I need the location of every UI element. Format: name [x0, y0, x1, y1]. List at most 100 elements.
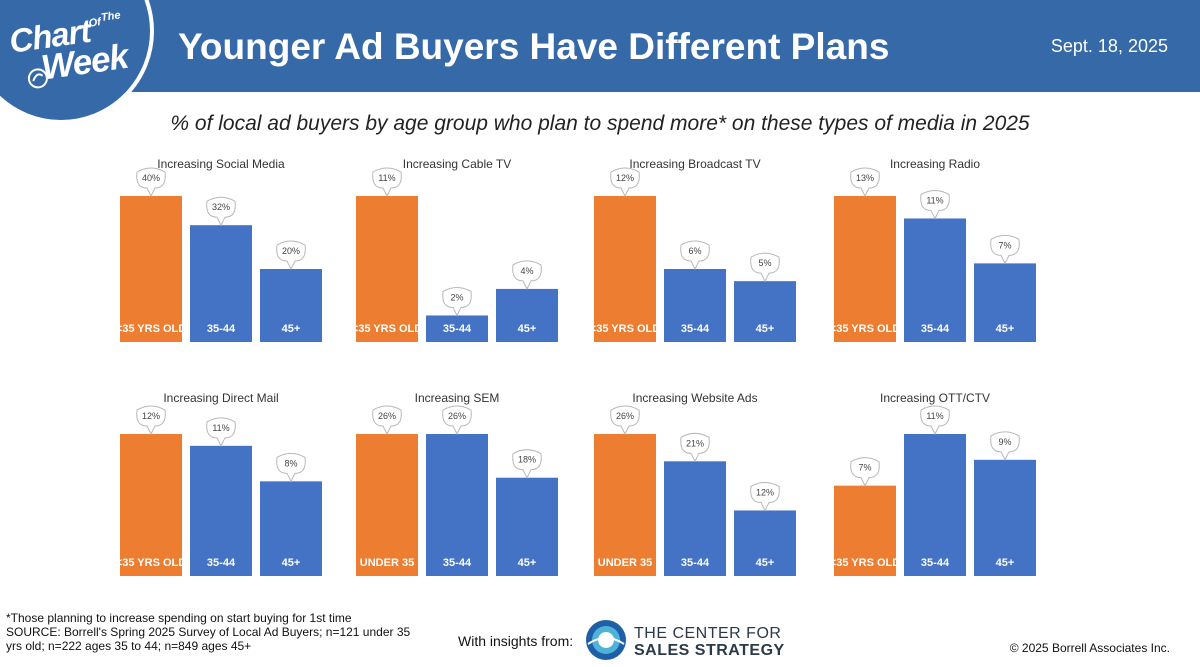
copyright: © 2025 Borrell Associates Inc.	[1009, 641, 1170, 655]
bar-category-label: 45+	[518, 557, 537, 569]
header-bar	[0, 0, 1200, 92]
value-callout	[990, 431, 1020, 461]
bar	[974, 459, 1036, 576]
bar-category-label: 35-44	[921, 557, 950, 569]
bar-category-label: 45+	[756, 557, 775, 569]
bar-category-label: 45+	[282, 557, 301, 569]
value-label: 26%	[616, 411, 634, 421]
footnote: *Those planning to increase spending on …	[6, 611, 426, 653]
bar-category-label: <35 YRS OLD	[830, 323, 900, 335]
bar-category-label: 35-44	[681, 557, 710, 569]
value-label: 18%	[518, 455, 536, 465]
value-callout	[442, 405, 472, 436]
value-label: 26%	[448, 411, 466, 421]
panel-title: Increasing Broadcast TV	[629, 157, 760, 171]
value-label: 26%	[378, 411, 396, 421]
bar	[426, 315, 488, 342]
bar-category-label: 45+	[756, 323, 775, 335]
bar-category-label: 35-44	[443, 557, 472, 569]
publish-date: Sept. 18, 2025	[1050, 36, 1168, 56]
value-label: 21%	[686, 438, 704, 448]
bar-category-label: UNDER 35	[360, 557, 414, 569]
value-callout	[372, 167, 402, 198]
partner-name-line1: THE CENTER FOR	[634, 625, 782, 642]
bar-category-label: <35 YRS OLD	[116, 323, 186, 335]
bar	[834, 485, 896, 576]
value-label: 11%	[926, 195, 943, 205]
value-callout	[442, 286, 472, 317]
bar	[904, 434, 966, 576]
bar	[120, 196, 182, 342]
panel-title: Increasing SEM	[415, 391, 500, 405]
bar-category-label: 35-44	[207, 557, 236, 569]
bar	[356, 434, 418, 576]
value-callout	[512, 260, 542, 291]
value-callout	[680, 240, 710, 271]
bar	[904, 218, 966, 342]
bar-category-label: 45+	[996, 323, 1015, 335]
value-label: 11%	[212, 423, 229, 433]
bar-category-label: <35 YRS OLD	[830, 557, 900, 569]
sales-strategy-logo-icon	[586, 620, 626, 660]
value-callout	[206, 417, 236, 447]
bar	[260, 269, 322, 342]
bar	[426, 434, 488, 576]
bar-category-label: UNDER 35	[598, 557, 652, 569]
panel-title: Increasing Social Media	[157, 157, 285, 171]
value-callout	[850, 457, 880, 487]
value-callout	[920, 405, 950, 436]
partner-name-line2: SALES STRATEGY	[634, 642, 785, 659]
bar	[594, 434, 656, 576]
value-label: 7%	[858, 463, 871, 473]
footnote-asterisk: *Those planning to increase spending on …	[6, 611, 352, 625]
value-label: 8%	[284, 458, 297, 468]
value-callout	[372, 405, 402, 436]
bar	[734, 510, 796, 576]
bar-category-label: 45+	[996, 557, 1015, 569]
bar	[594, 196, 656, 342]
bar	[664, 461, 726, 576]
value-label: 12%	[756, 487, 774, 497]
value-callout	[680, 432, 710, 463]
value-callout	[920, 189, 950, 220]
panel-title: Increasing OTT/CTV	[880, 391, 990, 405]
bar	[496, 288, 558, 342]
value-label: 2%	[450, 292, 463, 302]
bar-category-label: 45+	[282, 323, 301, 335]
panel-title: Increasing Direct Mail	[163, 391, 278, 405]
panel-title: Increasing Cable TV	[403, 157, 512, 171]
value-callout	[850, 167, 880, 198]
value-label: 9%	[998, 437, 1011, 447]
bar	[120, 434, 182, 576]
panel-title: Increasing Website Ads	[632, 391, 757, 405]
value-label: 12%	[142, 411, 160, 421]
bar	[734, 281, 796, 342]
bar-category-label: <35 YRS OLD	[116, 557, 186, 569]
footnote-source: SOURCE: Borrell's Spring 2025 Survey of …	[6, 625, 411, 653]
bar-category-label: 35-44	[681, 323, 710, 335]
value-label: 7%	[998, 240, 1011, 250]
value-callout	[136, 405, 166, 436]
value-label: 20%	[282, 246, 300, 256]
bar	[190, 225, 252, 342]
bar-category-label: 45+	[518, 323, 537, 335]
bar-category-label: 35-44	[443, 323, 472, 335]
bar-category-label: <35 YRS OLD	[352, 323, 422, 335]
value-label: 6%	[688, 246, 701, 256]
value-label: 12%	[616, 173, 634, 183]
bar-category-label: <35 YRS OLD	[590, 323, 660, 335]
value-label: 11%	[926, 411, 943, 421]
bar-category-label: 35-44	[921, 323, 950, 335]
value-label: 40%	[142, 173, 160, 183]
page-title: Younger Ad Buyers Have Different Plans	[178, 26, 890, 67]
bar	[974, 263, 1036, 342]
logo-text: Chart Of The Week	[4, 1, 145, 108]
bar-category-label: 35-44	[207, 323, 236, 335]
value-callout	[750, 252, 780, 283]
value-label: 11%	[378, 173, 395, 183]
panel-title: Increasing Radio	[890, 157, 980, 171]
value-callout	[512, 449, 542, 479]
insights-label: With insights from:	[458, 633, 574, 649]
value-callout	[136, 167, 166, 198]
